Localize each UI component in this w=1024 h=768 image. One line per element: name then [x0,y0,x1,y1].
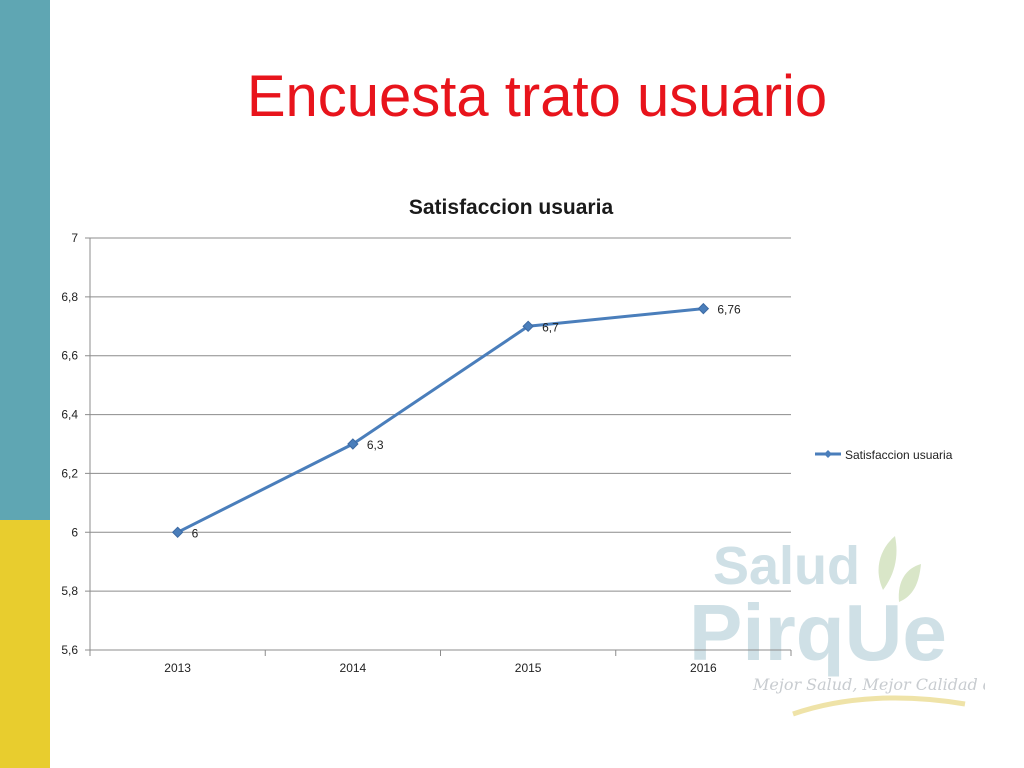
data-label: 6 [192,526,199,540]
legend-label: Satisfaccion usuaria [845,448,953,462]
x-tick-label: 2014 [340,661,367,675]
logo-line-salud: Salud [713,536,860,596]
x-tick-label: 2015 [515,661,542,675]
data-label: 6,7 [542,320,559,334]
leaf-icon-2 [898,564,921,602]
side-bar-top [0,0,50,520]
data-label: 6,76 [717,303,741,317]
y-tick-label: 6 [71,525,78,539]
y-tick-label: 5,8 [61,584,78,598]
chart-series: 6 6,3 6,7 6,76 [171,302,741,540]
data-point [347,438,359,450]
legend-marker [824,450,832,458]
y-axis-labels: 5,6 5,8 6 6,2 6,4 6,6 6,8 7 [61,231,78,657]
data-point [522,320,534,332]
y-tick-label: 6,8 [61,290,78,304]
y-tick-label: 6,2 [61,466,78,480]
y-tick-label: 5,6 [61,643,78,657]
chart-grid [85,237,791,651]
logo-tagline: Mejor Salud, Mejor Calidad de Vida. [752,675,985,694]
data-label: 6,3 [367,438,384,452]
x-tick-label: 2013 [164,661,191,675]
y-tick-label: 7 [71,231,78,245]
slide-title: Encuesta trato usuario [246,64,828,129]
leaf-icon [878,536,897,590]
series-line [176,307,704,534]
salud-pirque-logo: Salud PirqUe Mejor Salud, Mejor Calidad … [689,536,985,717]
side-bar-bottom [0,520,50,768]
y-tick-label: 6,6 [61,349,78,363]
y-tick-label: 6,4 [61,408,78,422]
data-point [697,302,710,315]
data-point [171,526,184,538]
x-tick-label: 2016 [690,661,717,675]
chart-legend: Satisfaccion usuaria [815,448,953,462]
chart-title: Satisfaccion usuaria [409,196,614,219]
logo-swoosh [792,695,966,717]
x-axis-labels: 2013 2014 2015 2016 [164,661,717,675]
chart-axes [89,238,792,656]
logo-line-pirque: PirqUe [689,588,947,677]
